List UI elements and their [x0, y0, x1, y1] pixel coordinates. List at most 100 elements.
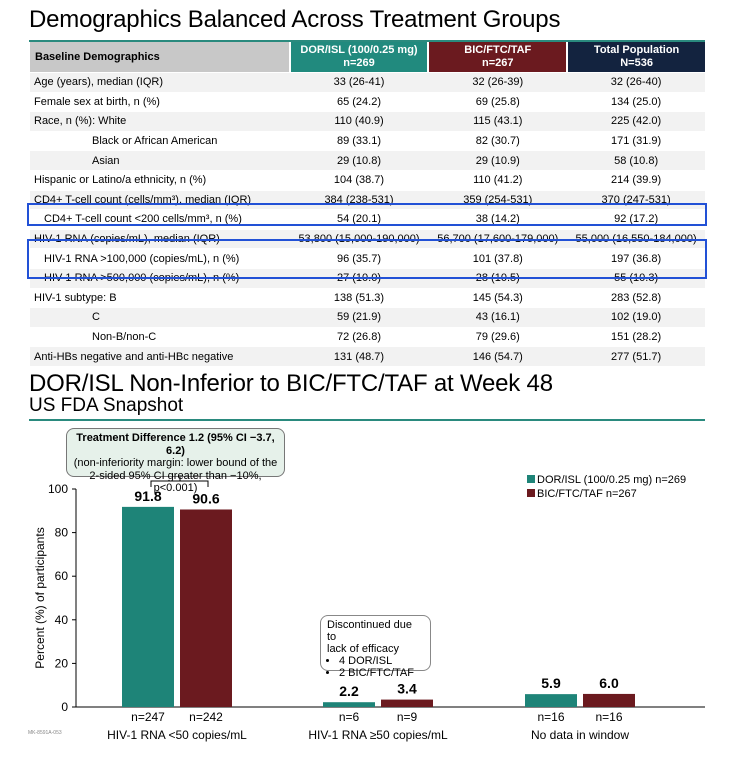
slide-title-efficacy: DOR/ISL Non-Inferior to BIC/FTC/TAF at W… — [29, 370, 553, 397]
bar-value-label: 3.4 — [397, 681, 417, 697]
row-value: 72 (26.8) — [289, 326, 429, 347]
y-tick-label: 20 — [55, 656, 69, 670]
row-label: Asian — [30, 150, 290, 171]
row-value: 171 (31.9) — [567, 130, 705, 151]
bar — [180, 509, 232, 707]
title-rule-2 — [29, 419, 705, 421]
slide-subtitle: US FDA Snapshot — [29, 395, 184, 416]
category-label: No data in window — [531, 728, 629, 742]
row-value: 101 (37.8) — [428, 248, 568, 269]
table-row: Race, n (%): White 110 (40.9) 115 (43.1) 22… — [30, 111, 705, 132]
row-value: 96 (35.7) — [289, 248, 429, 269]
table-row: Asian 29 (10.8) 29 (10.9) 58 (10.8) — [30, 150, 705, 171]
row-value: 131 (48.7) — [289, 346, 429, 366]
row-label: HIV-1 RNA >100,000 (copies/mL), n (%) — [30, 248, 290, 269]
table-header-row: Baseline Demographics DOR/ISL (100/0.25 … — [30, 42, 705, 73]
header-dor-isl: DOR/ISL (100/0.25 mg) n=269 — [288, 42, 429, 73]
bar-n-label: n=16 — [537, 710, 564, 724]
row-value: 32 (26-40) — [567, 72, 705, 93]
discontinued-box: Discontinued due to lack of efficacy 4 D… — [320, 615, 431, 679]
slide-title-demographics: Demographics Balanced Across Treatment G… — [29, 6, 561, 33]
table-row: Black or African American 89 (33.1) 82 (30… — [30, 130, 705, 151]
bar-n-label: n=16 — [595, 710, 622, 724]
y-tick-label: 80 — [55, 526, 69, 540]
table-row: Hispanic or Latino/a ethnicity, n (%) 104… — [30, 169, 705, 191]
table-row: Anti-HBs negative and anti-HBc negative 1… — [30, 346, 705, 366]
y-tick-label: 60 — [55, 569, 69, 583]
row-value: 69 (25.8) — [428, 91, 568, 112]
row-value: 214 (39.9) — [567, 169, 705, 191]
row-value: 65 (24.2) — [289, 91, 429, 112]
row-value: 89 (33.1) — [289, 130, 429, 151]
row-value: 102 (19.0) — [567, 307, 705, 328]
row-value: 79 (29.6) — [428, 326, 568, 347]
bar-n-label: n=247 — [131, 710, 165, 724]
category-label: HIV-1 RNA ≥50 copies/mL — [308, 728, 448, 742]
treatment-difference-detail-2: 2-sided 95% CI greater than −10%, p<0.00… — [89, 469, 262, 495]
row-value: 146 (54.7) — [428, 346, 568, 366]
bar — [323, 702, 375, 707]
difference-bracket — [150, 480, 209, 487]
row-label: Black or African American — [30, 130, 290, 151]
bar-value-label: 5.9 — [541, 675, 561, 691]
bar — [381, 699, 433, 707]
treatment-difference-detail-1: (non-inferiority margin: lower bound of … — [73, 457, 278, 469]
row-label: Non-B/non-C — [30, 326, 290, 347]
row-value: 32 (26-39) — [428, 72, 568, 93]
legend-label: DOR/ISL (100/0.25 mg) n=269 — [537, 474, 686, 486]
header-bic-ftc-taf: BIC/FTC/TAF n=267 — [427, 42, 568, 73]
table-row: Age (years), median (IQR) 33 (26-41) 32 (2… — [30, 72, 705, 93]
row-label: Anti-HBs negative and anti-HBc negative — [30, 346, 290, 366]
discontinued-line-2: lack of efficacy — [327, 643, 399, 655]
bar-value-label: 91.8 — [134, 488, 161, 504]
row-label: Female sex at birth, n (%) — [30, 91, 290, 112]
highlight-cd4-low — [27, 203, 707, 226]
demographics-table: Baseline Demographics DOR/ISL (100/0.25 … — [30, 42, 705, 366]
row-value: 283 (52.8) — [567, 287, 705, 308]
y-tick-label: 0 — [61, 700, 68, 714]
table-row: C 59 (21.9) 43 (16.1) 102 (19.0) — [30, 307, 705, 328]
bar — [525, 694, 577, 707]
y-tick-label: 40 — [55, 613, 69, 627]
bar-value-label: 2.2 — [339, 683, 359, 699]
footnote: MK-8591A-053 — [28, 730, 62, 736]
row-value: 110 (40.9) — [289, 111, 429, 132]
bar-value-label: 90.6 — [192, 490, 219, 506]
row-value: 59 (21.9) — [289, 307, 429, 328]
category-label: HIV-1 RNA <50 copies/mL — [107, 728, 247, 742]
row-value: 82 (30.7) — [428, 130, 568, 151]
row-value: 58 (10.8) — [567, 150, 705, 171]
row-value: 225 (42.0) — [567, 111, 705, 132]
row-value: 110 (41.2) — [428, 169, 568, 191]
highlight-hiv-rna-high — [27, 239, 707, 279]
discontinued-item: 2 BIC/FTC/TAF — [339, 667, 424, 679]
y-axis-label: Percent (%) of participants — [33, 527, 47, 668]
table-row: HIV-1 subtype: B 138 (51.3) 145 (54.3) 283 … — [30, 287, 705, 308]
row-label: Race, n (%): White — [30, 111, 290, 132]
bar-n-label: n=6 — [339, 710, 360, 724]
bar-value-label: 6.0 — [599, 675, 619, 691]
row-value: 134 (25.0) — [567, 91, 705, 112]
discontinued-line-1: Discontinued due to — [327, 619, 413, 643]
row-value: 115 (43.1) — [428, 111, 568, 132]
bar — [122, 506, 174, 707]
bar-n-label: n=242 — [189, 710, 223, 724]
row-value: 104 (38.7) — [289, 169, 429, 191]
discontinued-item: 4 DOR/ISL — [339, 655, 424, 667]
row-value: 277 (51.7) — [567, 346, 705, 366]
row-value: 33 (26-41) — [289, 72, 429, 93]
bar-n-label: n=9 — [397, 710, 418, 724]
header-total: Total Population N=536 — [566, 42, 705, 73]
row-value: 138 (51.3) — [289, 287, 429, 308]
table-row: Non-B/non-C 72 (26.8) 79 (29.6) 151 (28.2) — [30, 326, 705, 347]
table-row: HIV-1 RNA >100,000 (copies/mL), n (%) 96 … — [30, 248, 705, 269]
legend-label: BIC/FTC/TAF n=267 — [537, 488, 637, 500]
row-value: 151 (28.2) — [567, 326, 705, 347]
y-tick-label: 100 — [48, 482, 68, 496]
row-value: 29 (10.8) — [289, 150, 429, 171]
treatment-difference-headline: Treatment Difference 1.2 (95% CI −3.7, 6… — [76, 432, 275, 457]
row-value: 29 (10.9) — [428, 150, 568, 171]
row-label: Age (years), median (IQR) — [30, 72, 290, 93]
bar — [583, 693, 635, 707]
